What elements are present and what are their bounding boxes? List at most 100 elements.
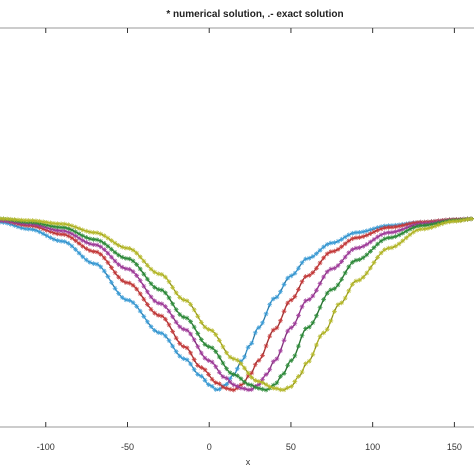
numerical-point: [148, 324, 154, 330]
numerical-point: [109, 238, 114, 243]
numerical-point: [238, 382, 244, 388]
numerical-point: [349, 230, 355, 236]
numerical-point: [385, 224, 391, 230]
numerical-point: [310, 254, 316, 259]
numerical-point: [69, 231, 75, 237]
numerical-point: [213, 349, 219, 355]
numerical-point: [378, 238, 384, 244]
numerical-point: [8, 216, 14, 222]
numerical-point: [94, 230, 100, 236]
numerical-point: [310, 352, 316, 357]
numerical-point: [180, 344, 186, 349]
numerical-point: [314, 287, 319, 293]
numerical-point: [321, 255, 327, 261]
numerical-point: [263, 382, 269, 388]
numerical-point: [234, 357, 240, 363]
numerical-point: [51, 230, 57, 236]
numerical-point: [328, 249, 334, 255]
numerical-point: [403, 228, 409, 234]
numerical-point: [220, 384, 226, 390]
numerical-point: [296, 343, 301, 349]
numerical-point: [69, 223, 75, 229]
numerical-point: [191, 307, 197, 313]
numerical-point: [263, 387, 269, 393]
numerical-point: [414, 227, 420, 233]
exact-solution-line: [0, 218, 474, 391]
numerical-point: [73, 233, 78, 239]
numerical-point: [335, 238, 341, 244]
numerical-point: [202, 324, 208, 330]
numerical-point: [357, 257, 362, 263]
numerical-point: [281, 371, 287, 376]
numerical-point: [47, 220, 53, 226]
numerical-point: [447, 219, 452, 225]
numerical-point: [198, 373, 204, 379]
numerical-point: [134, 286, 140, 292]
numerical-point: [155, 330, 161, 335]
numerical-point: [170, 343, 176, 349]
x-tick-label: 50: [286, 442, 296, 452]
numerical-point: [170, 284, 176, 290]
numerical-point: [285, 385, 291, 391]
numerical-point: [65, 222, 71, 228]
numerical-point: [346, 288, 352, 294]
numerical-point: [184, 357, 190, 363]
numerical-point: [342, 234, 348, 240]
numerical-point: [188, 350, 193, 356]
numerical-point: [127, 256, 132, 262]
numerical-point: [407, 232, 413, 238]
numerical-point: [166, 295, 172, 301]
numerical-point: [317, 305, 323, 310]
numerical-point: [385, 235, 391, 241]
numerical-point: [209, 359, 215, 365]
numerical-point: [119, 295, 125, 300]
numerical-point: [65, 240, 71, 246]
numerical-point: [429, 222, 434, 227]
numerical-point: [227, 379, 233, 385]
numerical-point: [285, 300, 291, 306]
numerical-point: [263, 343, 269, 349]
numerical-point: [299, 333, 305, 339]
numerical-point: [91, 230, 96, 235]
numerical-point: [238, 361, 244, 366]
numerical-point: [234, 373, 240, 379]
numerical-point: [155, 286, 161, 292]
numerical-point: [227, 376, 233, 382]
numerical-point: [137, 266, 143, 272]
numerical-point: [73, 224, 78, 230]
numerical-point: [173, 349, 179, 355]
numerical-point: [26, 218, 32, 223]
numerical-point: [317, 260, 323, 266]
numerical-point: [155, 271, 161, 277]
numerical-point: [357, 277, 362, 283]
numerical-point: [130, 282, 136, 288]
numerical-point: [281, 308, 287, 314]
numerical-point: [349, 236, 355, 242]
numerical-point: [260, 386, 265, 392]
numerical-point: [411, 229, 416, 235]
numerical-point: [62, 225, 68, 230]
numerical-point: [339, 244, 345, 250]
exact-solution-dashdot: [0, 218, 474, 391]
numerical-point: [188, 301, 193, 307]
numerical-point: [224, 375, 229, 381]
exact-solution-line: [0, 218, 474, 391]
numerical-point: [62, 228, 68, 234]
numerical-point: [73, 247, 78, 252]
numerical-point: [65, 226, 71, 231]
numerical-point: [206, 344, 211, 350]
numerical-point: [231, 356, 237, 362]
numerical-point: [116, 274, 122, 280]
numerical-point: [22, 226, 28, 232]
numerical-point: [267, 302, 273, 308]
chart-title: * numerical solution, .- exact solution: [166, 9, 343, 20]
series-5: [0, 216, 474, 393]
numerical-point: [429, 225, 434, 230]
numerical-point: [116, 262, 122, 267]
exact-solution-dashdot: [0, 218, 474, 391]
numerical-point: [378, 226, 384, 232]
numerical-point: [166, 308, 172, 314]
numerical-point: [44, 233, 50, 239]
numerical-point: [364, 252, 370, 258]
